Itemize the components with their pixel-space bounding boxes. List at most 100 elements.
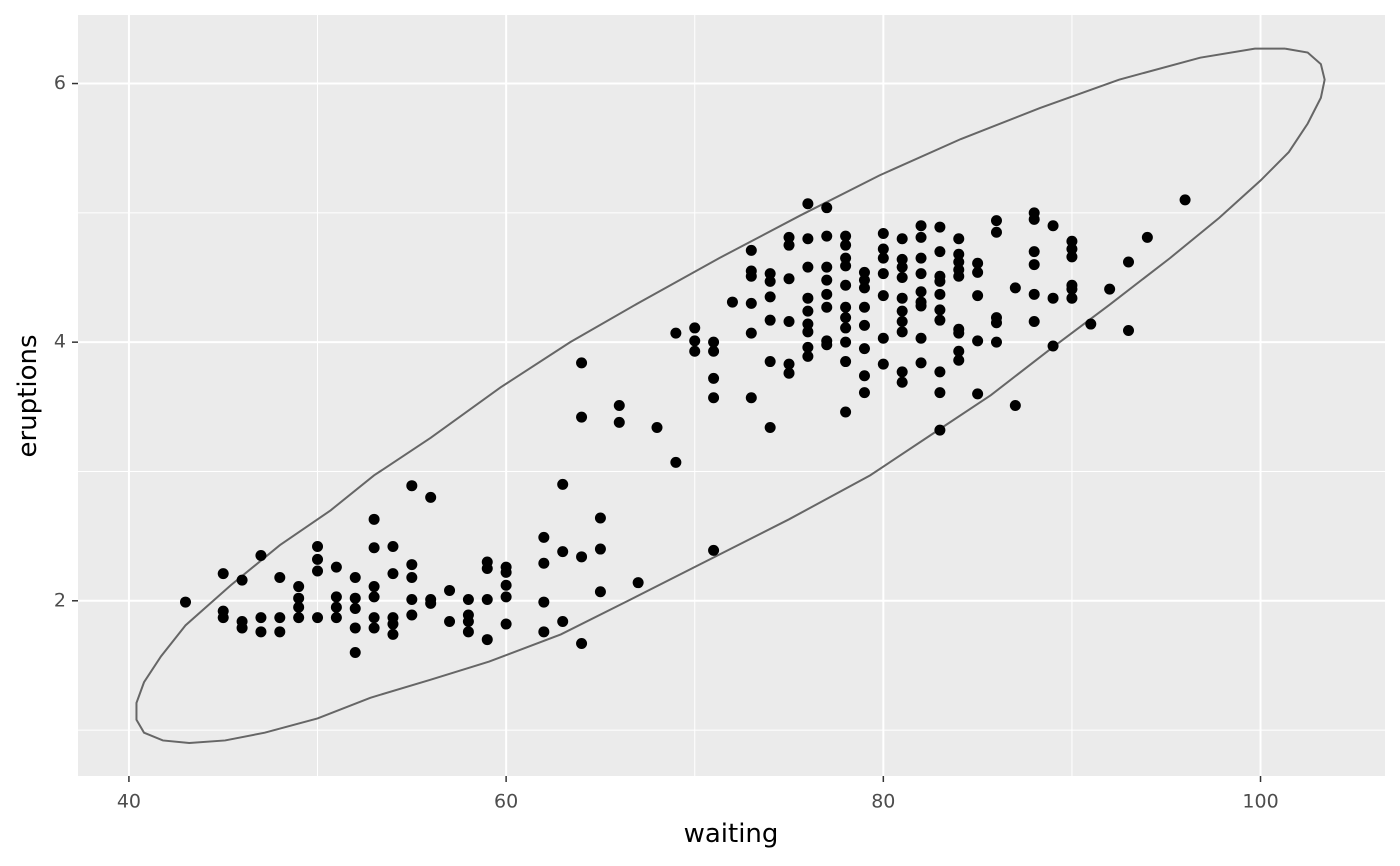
point [594, 512, 606, 524]
point [802, 198, 814, 210]
point [312, 540, 324, 552]
point [934, 387, 946, 399]
point [877, 228, 889, 240]
point [783, 367, 795, 379]
point [953, 270, 965, 282]
point [425, 491, 437, 503]
point [745, 327, 757, 339]
point [670, 456, 682, 468]
point [387, 568, 399, 580]
point [840, 406, 852, 418]
point [1009, 400, 1021, 412]
point [726, 296, 738, 308]
point [312, 553, 324, 565]
point [877, 243, 889, 255]
ellipse [135, 47, 1326, 745]
point [764, 422, 776, 434]
point [1047, 220, 1059, 232]
point [368, 612, 380, 624]
point [330, 561, 342, 573]
point [915, 332, 927, 344]
point [1028, 246, 1040, 258]
point [255, 550, 267, 562]
point [293, 592, 305, 604]
point [180, 596, 192, 608]
point [934, 288, 946, 300]
point [840, 322, 852, 334]
point [896, 292, 908, 304]
point [896, 305, 908, 317]
point [708, 336, 720, 348]
y-tick-label: 6 [54, 72, 66, 94]
point [990, 317, 1002, 329]
point [915, 268, 927, 280]
point [255, 626, 267, 638]
point [915, 300, 927, 312]
point [802, 305, 814, 317]
point [972, 257, 984, 269]
point [896, 315, 908, 327]
x-axis-title: waiting [684, 819, 779, 849]
point [406, 609, 418, 621]
point [594, 543, 606, 555]
point [312, 565, 324, 577]
point [236, 574, 248, 586]
point [953, 327, 965, 339]
point [1066, 251, 1078, 263]
x-tick-label: 40 [117, 791, 141, 813]
point [330, 612, 342, 624]
point [1028, 259, 1040, 271]
point [368, 591, 380, 603]
point [576, 551, 588, 563]
point [689, 345, 701, 357]
point [840, 356, 852, 368]
panel [78, 15, 1385, 776]
point [934, 314, 946, 326]
point [293, 612, 305, 624]
point [745, 297, 757, 309]
point [1066, 292, 1078, 304]
point [840, 279, 852, 291]
point [462, 615, 474, 627]
point [840, 336, 852, 348]
point [821, 230, 833, 242]
point [444, 584, 456, 596]
point [255, 612, 267, 624]
point [896, 326, 908, 338]
point [821, 339, 833, 351]
point [745, 244, 757, 256]
point [877, 358, 889, 370]
point [538, 531, 550, 543]
point [953, 233, 965, 245]
point [236, 622, 248, 634]
point [896, 261, 908, 273]
point [349, 592, 361, 604]
point [877, 252, 889, 264]
point [406, 572, 418, 584]
point [972, 266, 984, 278]
point [500, 591, 512, 603]
point [877, 290, 889, 302]
point [481, 634, 493, 646]
point [858, 370, 870, 382]
point [481, 593, 493, 605]
point [670, 327, 682, 339]
point [368, 581, 380, 593]
point [840, 301, 852, 313]
point [840, 230, 852, 242]
point [783, 273, 795, 285]
point [387, 540, 399, 552]
point [896, 272, 908, 284]
point [368, 542, 380, 554]
point [1047, 292, 1059, 304]
point [538, 596, 550, 608]
point [915, 231, 927, 243]
point [821, 288, 833, 300]
point [1179, 194, 1191, 206]
point [1028, 315, 1040, 327]
point [387, 628, 399, 640]
point [293, 581, 305, 593]
point [802, 292, 814, 304]
point [613, 400, 625, 412]
